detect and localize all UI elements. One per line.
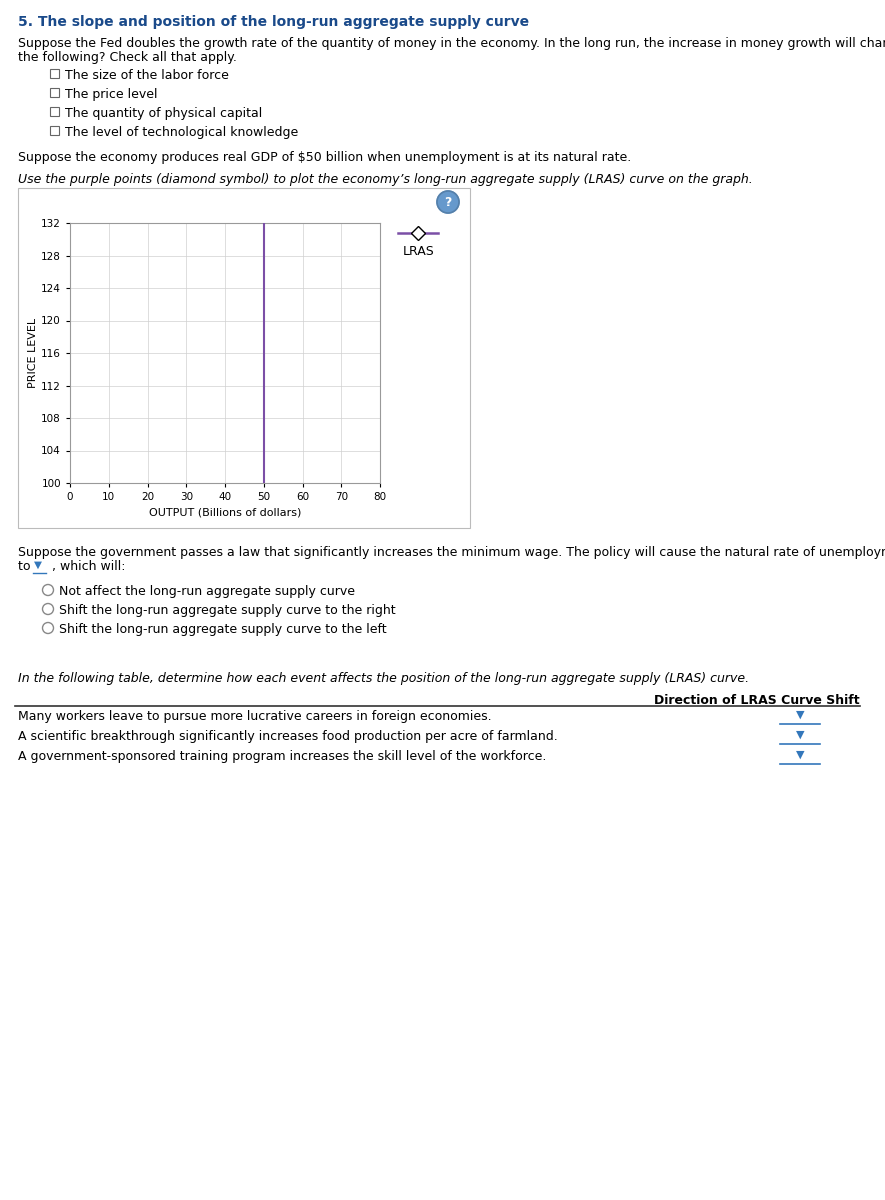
- Text: Shift the long-run aggregate supply curve to the left: Shift the long-run aggregate supply curv…: [59, 623, 387, 636]
- Text: Shift the long-run aggregate supply curve to the right: Shift the long-run aggregate supply curv…: [59, 604, 396, 617]
- Text: The level of technological knowledge: The level of technological knowledge: [65, 126, 298, 139]
- Bar: [18, 188, 470, 528]
- Circle shape: [42, 623, 53, 634]
- Text: Suppose the government passes a law that significantly increases the minimum wag: Suppose the government passes a law that…: [18, 546, 885, 559]
- Circle shape: [42, 604, 53, 614]
- Text: , which will:: , which will:: [48, 560, 125, 572]
- Text: ▼: ▼: [796, 750, 804, 760]
- Text: The quantity of physical capital: The quantity of physical capital: [65, 107, 262, 120]
- Text: Suppose the Fed doubles the growth rate of the quantity of money in the economy.: Suppose the Fed doubles the growth rate …: [18, 37, 885, 50]
- Text: In the following table, determine how each event affects the position of the lon: In the following table, determine how ea…: [18, 672, 749, 685]
- Text: ?: ?: [444, 196, 451, 209]
- Text: LRAS: LRAS: [403, 245, 435, 258]
- Text: to: to: [18, 560, 35, 572]
- Text: Direction of LRAS Curve Shift: Direction of LRAS Curve Shift: [654, 694, 860, 707]
- Circle shape: [437, 191, 459, 214]
- Text: ▼: ▼: [34, 560, 42, 570]
- Text: 5. The slope and position of the long-run aggregate supply curve: 5. The slope and position of the long-ru…: [18, 14, 529, 29]
- Bar: [50, 68, 59, 78]
- Circle shape: [42, 584, 53, 595]
- Bar: [50, 107, 59, 116]
- Text: A government-sponsored training program increases the skill level of the workfor: A government-sponsored training program …: [18, 750, 546, 763]
- Text: A scientific breakthrough significantly increases food production per acre of fa: A scientific breakthrough significantly …: [18, 730, 558, 743]
- Bar: [50, 126, 59, 134]
- Bar: [50, 88, 59, 97]
- Text: Not affect the long-run aggregate supply curve: Not affect the long-run aggregate supply…: [59, 584, 355, 598]
- Text: ▼: ▼: [796, 730, 804, 740]
- Y-axis label: PRICE LEVEL: PRICE LEVEL: [28, 318, 38, 388]
- X-axis label: OUTPUT (Billions of dollars): OUTPUT (Billions of dollars): [149, 508, 301, 517]
- Text: Suppose the economy produces real GDP of $50 billion when unemployment is at its: Suppose the economy produces real GDP of…: [18, 151, 631, 164]
- Text: Use the purple points (diamond symbol) to plot the economy’s long-run aggregate : Use the purple points (diamond symbol) t…: [18, 173, 753, 186]
- Text: ▼: ▼: [796, 710, 804, 720]
- Text: The price level: The price level: [65, 88, 158, 101]
- Text: the following? Check all that apply.: the following? Check all that apply.: [18, 50, 237, 64]
- Text: The size of the labor force: The size of the labor force: [65, 68, 229, 82]
- Text: Many workers leave to pursue more lucrative careers in foreign economies.: Many workers leave to pursue more lucrat…: [18, 710, 492, 722]
